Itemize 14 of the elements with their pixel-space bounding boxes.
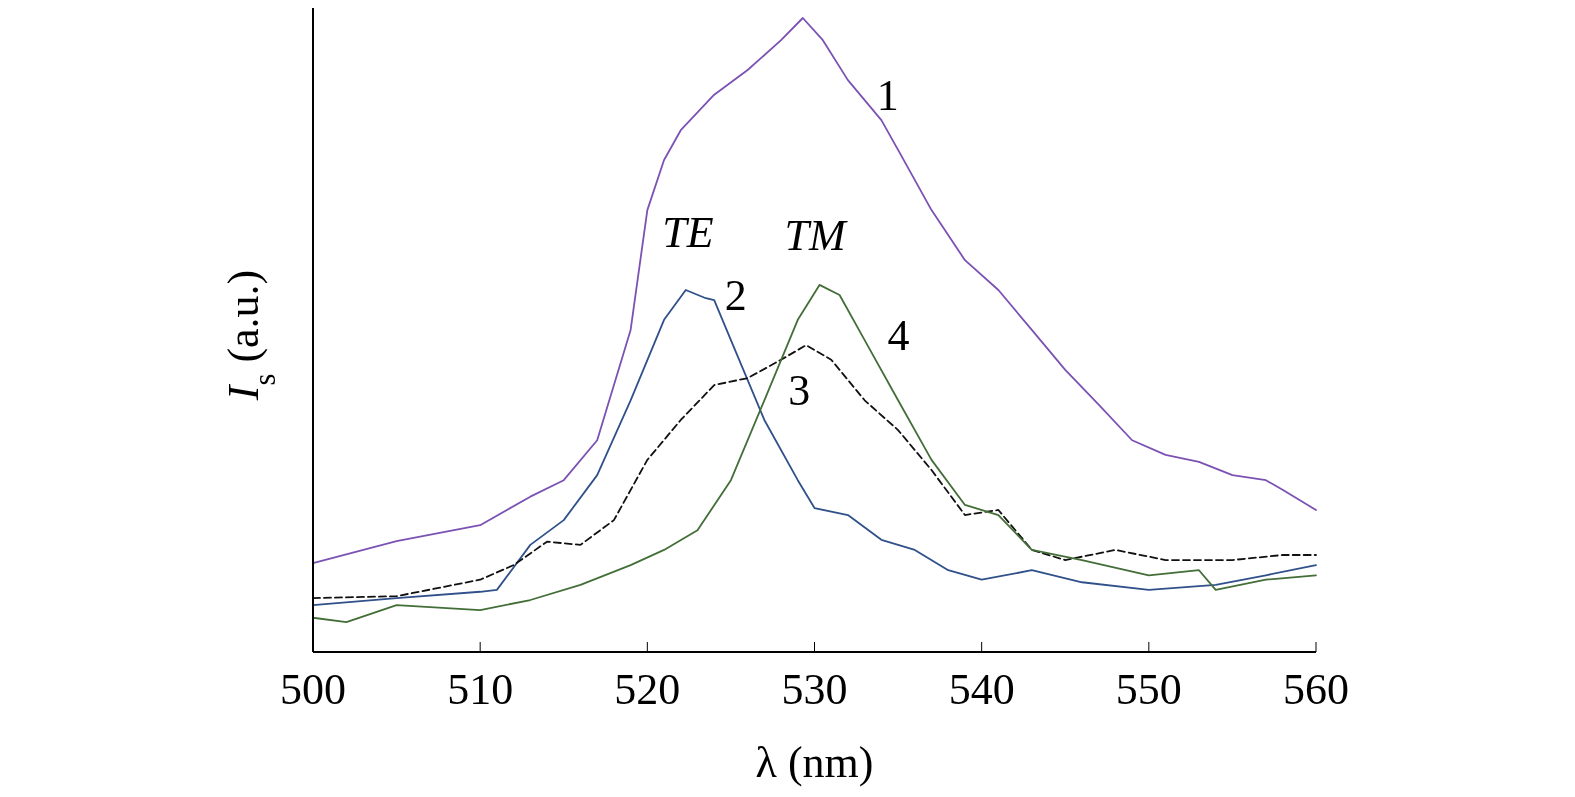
x-tick-label: 560 [1283, 665, 1349, 714]
series-label: 4 [887, 311, 910, 361]
x-tick-label: 510 [447, 665, 514, 714]
annotation: TE [662, 208, 714, 258]
x-tick-label: 500 [280, 665, 346, 714]
x-tick-label: 540 [948, 665, 1015, 714]
x-tick-label: 550 [1115, 665, 1182, 714]
series-label: 3 [788, 366, 811, 416]
x-tick-label: 530 [781, 665, 848, 714]
x-tick-label: 520 [614, 665, 681, 714]
series-label: 1 [876, 71, 899, 121]
series-label: 2 [724, 271, 747, 321]
annotation: TM [784, 211, 848, 261]
x-axis-title: λ (nm) [755, 738, 874, 787]
